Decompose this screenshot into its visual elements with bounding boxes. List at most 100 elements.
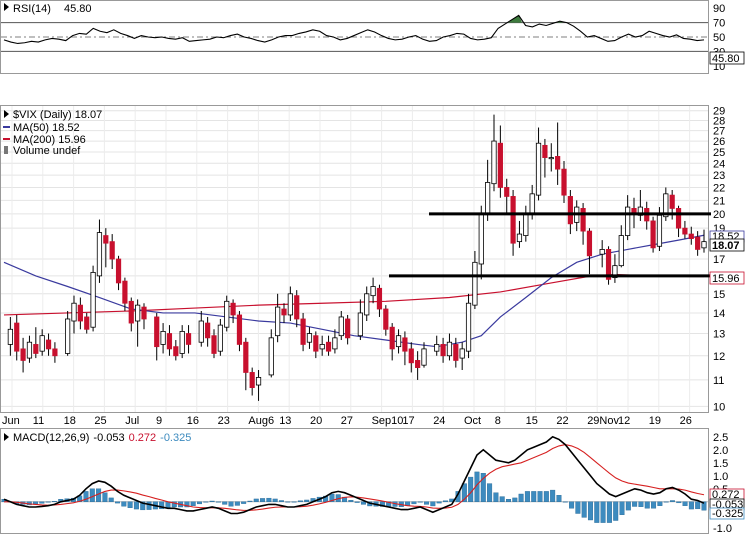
ma200-tag: 15.96 bbox=[709, 271, 745, 285]
x-tick-label: Aug6 bbox=[248, 415, 274, 427]
macd-histogram-bar bbox=[140, 501, 146, 511]
candle bbox=[224, 295, 230, 332]
macd-histogram-bar bbox=[203, 501, 209, 503]
rsi-overbought-area bbox=[508, 15, 523, 23]
macd-histogram-bar bbox=[260, 498, 266, 503]
candle-body-down bbox=[52, 348, 58, 357]
candle-body-down bbox=[84, 316, 90, 330]
candle bbox=[45, 333, 52, 356]
price-tick-label: 11 bbox=[713, 375, 724, 387]
price-tick-label: 27 bbox=[713, 126, 725, 138]
macd-histogram-bar bbox=[215, 501, 221, 503]
macd-tick-label: -1.0 bbox=[713, 523, 732, 535]
svg-text:18.07: 18.07 bbox=[712, 240, 740, 252]
macd-legend-signal: 0.272 bbox=[129, 432, 157, 444]
candle bbox=[446, 333, 453, 361]
price-tick-label: 13 bbox=[713, 329, 725, 341]
candle-body-up bbox=[625, 206, 631, 236]
x-tick-label: Sep10 bbox=[372, 415, 404, 427]
candle bbox=[472, 250, 478, 310]
macd-histogram-bar bbox=[594, 501, 600, 523]
macd-histogram-bar bbox=[228, 501, 234, 507]
svg-text:0.272: 0.272 bbox=[712, 489, 740, 501]
candle bbox=[179, 325, 185, 359]
candle bbox=[319, 335, 325, 356]
macd-histogram-bar bbox=[45, 501, 51, 503]
candle-body-down bbox=[281, 308, 287, 316]
macd-histogram-bar bbox=[569, 501, 575, 509]
price-tick-label: 23 bbox=[713, 170, 725, 182]
candle-body-down bbox=[650, 220, 656, 249]
macd-histogram-bar bbox=[644, 501, 650, 509]
macd-histogram-bar bbox=[354, 501, 360, 503]
candle bbox=[510, 189, 516, 256]
candle bbox=[26, 335, 33, 363]
x-tick-label: 15 bbox=[526, 415, 538, 427]
candle bbox=[389, 323, 395, 361]
candle bbox=[701, 229, 707, 253]
macd-histogram-bar bbox=[468, 476, 474, 503]
candle-body-up bbox=[618, 235, 624, 267]
rsi-legend: RSI(14) 45.80 bbox=[4, 3, 92, 15]
macd-histogram-bar bbox=[234, 501, 240, 506]
macd-histogram-bar bbox=[436, 501, 442, 504]
candle-body-down bbox=[185, 333, 192, 345]
macd-line bbox=[3, 435, 705, 515]
x-tick-label: 20 bbox=[310, 415, 322, 427]
candlesticks bbox=[7, 114, 707, 401]
candle bbox=[402, 331, 408, 366]
candle bbox=[599, 240, 605, 268]
macd-histogram-bar bbox=[669, 500, 675, 502]
macd-histogram-bar bbox=[171, 501, 177, 508]
candle-body-down bbox=[294, 295, 300, 320]
candle bbox=[465, 293, 472, 359]
candle-body-down bbox=[389, 326, 395, 350]
macd-histogram-bar bbox=[241, 501, 247, 504]
candle-body-up bbox=[306, 333, 313, 343]
macd-tick-label: 2.0 bbox=[713, 445, 728, 457]
candle-body-up bbox=[135, 304, 141, 322]
candle bbox=[160, 323, 166, 354]
candle-body-down bbox=[115, 258, 122, 284]
price-panel: 29282726252423222120191716151413121110 1… bbox=[0, 105, 745, 427]
candle-body-up bbox=[529, 193, 535, 215]
macd-histogram-bar bbox=[480, 473, 486, 503]
macd-histogram-bar bbox=[461, 483, 467, 503]
candle-body-down bbox=[497, 142, 503, 188]
candle-body-up bbox=[656, 214, 663, 247]
candle-body-up bbox=[275, 306, 281, 337]
x-tick-label: Jul bbox=[125, 415, 139, 427]
price-tick-label: 22 bbox=[713, 182, 725, 194]
macd-histogram-bar bbox=[266, 497, 272, 503]
candle-body-down bbox=[695, 236, 701, 250]
candle-body-down bbox=[415, 360, 421, 368]
candle bbox=[618, 225, 624, 268]
candle-body-down bbox=[313, 335, 319, 352]
macd-histogram-bar bbox=[329, 493, 335, 503]
candle-body-up bbox=[599, 249, 605, 255]
candle bbox=[287, 286, 293, 322]
candle bbox=[421, 342, 427, 368]
candle-body-down bbox=[504, 187, 510, 197]
price-tick-label: 15 bbox=[713, 289, 725, 301]
macd-histogram-bar bbox=[487, 483, 493, 503]
price-tick-label: 14 bbox=[713, 308, 725, 320]
candle-body-up bbox=[217, 324, 223, 352]
candle-body-up bbox=[357, 312, 363, 337]
macd-histogram-bar bbox=[121, 501, 127, 507]
candle bbox=[268, 329, 274, 378]
rsi-line-group bbox=[3, 14, 705, 45]
candle bbox=[497, 125, 503, 198]
candle-body-up bbox=[701, 241, 707, 249]
candle-body-up bbox=[421, 348, 427, 366]
macd-histogram-bar bbox=[562, 501, 568, 503]
candle-body-up bbox=[434, 344, 440, 352]
x-tick-label: 19 bbox=[649, 415, 661, 427]
macd-line-group bbox=[3, 435, 705, 515]
candle bbox=[166, 325, 173, 356]
x-tick-label: 13 bbox=[279, 415, 291, 427]
candle bbox=[383, 305, 389, 336]
macd-histogram-bar bbox=[184, 501, 190, 508]
macd-histogram-bar bbox=[663, 501, 669, 503]
candle bbox=[516, 220, 523, 248]
